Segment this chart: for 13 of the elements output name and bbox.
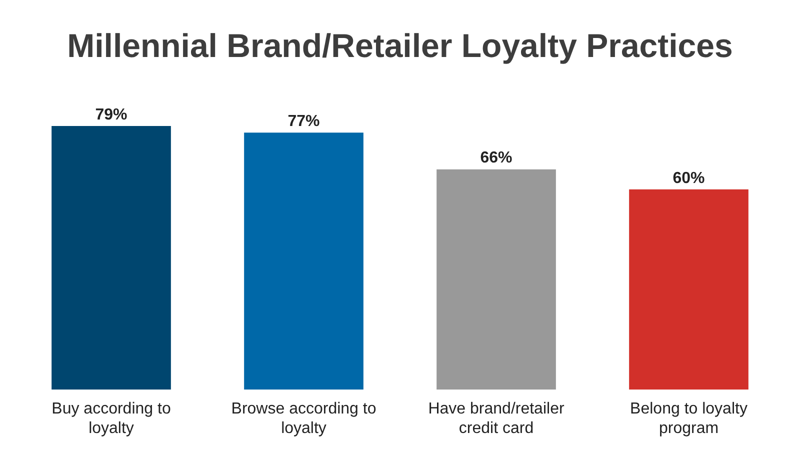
data-label: 66% <box>480 150 512 167</box>
bar <box>436 169 556 390</box>
bar <box>244 132 364 390</box>
bar <box>52 126 171 390</box>
x-tick-label: Have brand/retailer credit card <box>428 400 565 437</box>
data-label: 79% <box>95 106 128 124</box>
x-tick-label: Buy according to loyalty <box>52 400 171 437</box>
x-tick-label: Belong to loyalty program <box>630 400 748 437</box>
chart-title: Millennial Brand/Retailer Loyalty Practices <box>67 26 733 64</box>
data-label: 60% <box>672 170 705 187</box>
x-tick-label: Browse according to loyalty <box>231 400 376 437</box>
bar <box>629 189 748 390</box>
data-label: 77% <box>288 113 320 130</box>
